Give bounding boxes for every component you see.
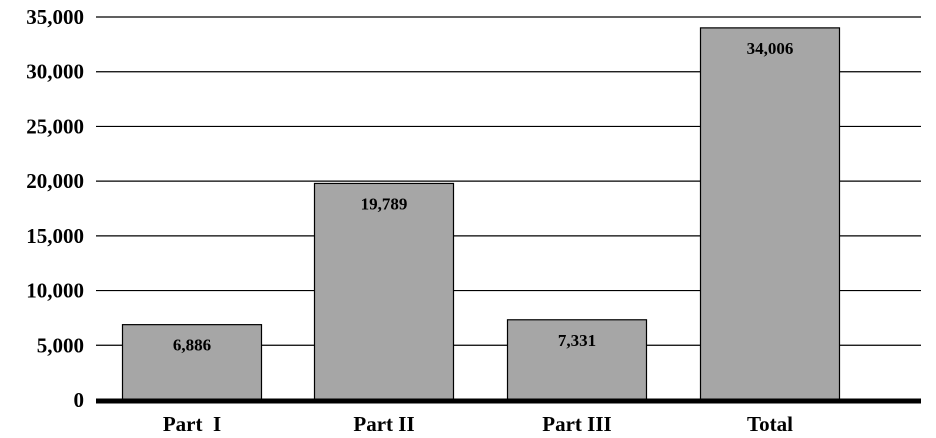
- data-label: 19,789: [361, 194, 408, 213]
- data-label: 7,331: [558, 331, 596, 350]
- bar: [699, 27, 841, 401]
- x-tick-label: Part I: [163, 412, 221, 436]
- bar: [313, 182, 455, 401]
- y-tick-label: 25,000: [26, 114, 84, 138]
- y-axis-tick-labels: 0 5,000 10,000 15,000 20,000 25,000 30,000 35,0…: [26, 5, 84, 412]
- x-tick-label: Part III: [542, 412, 611, 436]
- y-tick-label: 35,000: [26, 5, 84, 29]
- x-tick-label: Total: [747, 412, 793, 436]
- data-labels: 6,886 19,789 7,331 34,006: [173, 39, 794, 355]
- gridlines: [96, 16, 921, 346]
- bar: [506, 319, 648, 401]
- y-tick-label: 30,000: [26, 60, 84, 84]
- x-axis-category-labels: Part I Part II Part III Total: [163, 412, 793, 436]
- y-tick-label: 0: [74, 388, 85, 412]
- y-tick-label: 20,000: [26, 169, 84, 193]
- y-tick-label: 15,000: [26, 224, 84, 248]
- data-label: 6,886: [173, 336, 211, 355]
- y-tick-label: 5,000: [37, 333, 84, 357]
- x-tick-label: Part II: [353, 412, 414, 436]
- bars: [121, 27, 841, 401]
- data-label: 34,006: [747, 39, 794, 58]
- y-tick-label: 10,000: [26, 279, 84, 303]
